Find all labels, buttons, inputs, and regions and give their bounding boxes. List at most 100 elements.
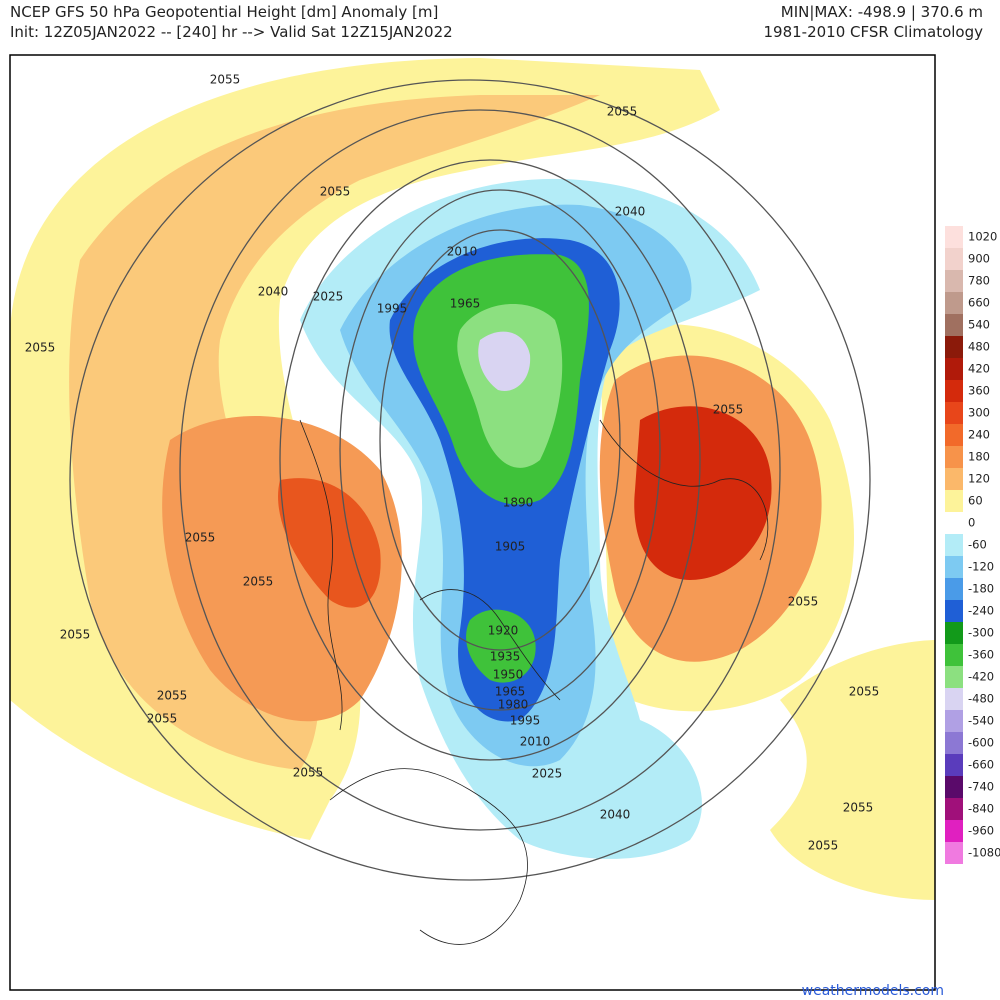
colorbar-swatch: [945, 622, 963, 644]
colorbar-label: 360: [968, 384, 990, 398]
colorbar-swatch: [945, 688, 963, 710]
colorbar-label: 60: [968, 494, 983, 508]
colorbar-label: -840: [968, 802, 994, 816]
colorbar-label: 1020: [968, 230, 997, 244]
footer: weathermodels.com: [802, 983, 944, 999]
height-contours: [69, 79, 871, 881]
contour-label: 2055: [210, 73, 241, 87]
colorbar-label: -600: [968, 736, 994, 750]
contour-label: 2055: [243, 575, 274, 589]
anomaly-red-east: [634, 406, 772, 580]
colorbar-label: -1080: [968, 846, 1000, 860]
contour-label: 1980: [498, 698, 529, 712]
colorbar-label: -960: [968, 824, 994, 838]
contour-label: 2055: [808, 839, 839, 853]
contour-label: 2055: [713, 403, 744, 417]
colorbar-swatch: [945, 710, 963, 732]
colorbar-swatch: [945, 358, 963, 380]
colorbar-label: -540: [968, 714, 994, 728]
colorbar-swatch: [945, 424, 963, 446]
colorbar-label: -300: [968, 626, 994, 640]
climatology: 1981-2010 CFSR Climatology: [764, 23, 984, 41]
contour-label: 2055: [849, 685, 880, 699]
contour-label: 2055: [185, 531, 216, 545]
contour-label: 1995: [377, 302, 408, 316]
colorbar: 1020 900 780 660 540 480 420 360 300 240 180 120 60 0…: [945, 226, 1000, 864]
contour-label: 2055: [320, 185, 351, 199]
colorbar-swatch: [945, 490, 963, 512]
colorbar-label: 240: [968, 428, 990, 442]
colorbar-swatch: [945, 226, 963, 248]
colorbar-label: 120: [968, 472, 990, 486]
colorbar-label: 900: [968, 252, 990, 266]
colorbar-label: 660: [968, 296, 990, 310]
colorbar-swatch: [945, 468, 963, 490]
colorbar-label: 540: [968, 318, 990, 332]
map-area: [9, 54, 936, 991]
colorbar-swatch: [945, 248, 963, 270]
colorbar-label: -420: [968, 670, 994, 684]
colorbar-label: -120: [968, 560, 994, 574]
colorbar-swatch: [945, 666, 963, 688]
coastlines: [299, 419, 769, 945]
colorbar-label: -480: [968, 692, 994, 706]
contour-label: 2055: [60, 628, 91, 642]
colorbar-swatch: [945, 754, 963, 776]
colorbar-label: -360: [968, 648, 994, 662]
colorbar-swatch: [945, 732, 963, 754]
colorbar-swatch: [945, 270, 963, 292]
contour-label: 2040: [258, 285, 289, 299]
colorbar-swatch: [945, 820, 963, 842]
contour-label: 2025: [313, 290, 344, 304]
contour-label: 1890: [503, 496, 534, 510]
colorbar-swatch: [945, 380, 963, 402]
contour-label: 1965: [450, 297, 481, 311]
contour-label: 2055: [607, 105, 638, 119]
colorbar-label: 480: [968, 340, 990, 354]
colorbar-label: 300: [968, 406, 990, 420]
colorbar-swatch: [945, 842, 963, 864]
min-max: MIN|MAX: -498.9 | 370.6 m: [781, 3, 983, 21]
contour-label: 2055: [157, 689, 188, 703]
anomaly-yellow-se: [770, 640, 935, 900]
colorbar-label: 180: [968, 450, 990, 464]
colorbar-swatch: [945, 556, 963, 578]
colorbar-swatch: [945, 798, 963, 820]
colorbar-label: -180: [968, 582, 994, 596]
contour-label: 1905: [495, 540, 526, 554]
contour-label: 2010: [520, 735, 551, 749]
colorbar-swatch: [945, 578, 963, 600]
contour-label: 2055: [788, 595, 819, 609]
contour-label: 2040: [600, 808, 631, 822]
contour-label: 1995: [510, 714, 541, 728]
map-frame: [9, 54, 936, 991]
colorbar-swatch: [945, 644, 963, 666]
colorbar-label: 0: [968, 516, 975, 530]
contour-label: 2055: [25, 341, 56, 355]
contour-label: 2055: [843, 801, 874, 815]
anomaly-red-west: [278, 478, 381, 608]
colorbar-label: -740: [968, 780, 994, 794]
colorbar-swatch: [945, 534, 963, 556]
title: NCEP GFS 50 hPa Geopotential Height [dm]…: [10, 3, 438, 21]
contour-label: 2025: [532, 767, 563, 781]
colorbar-swatch: [945, 292, 963, 314]
colorbar-swatch: [945, 600, 963, 622]
colorbar-label: 780: [968, 274, 990, 288]
subtitle: Init: 12Z05JAN2022 -- [240] hr --> Valid…: [10, 23, 453, 41]
colorbar-label: -240: [968, 604, 994, 618]
contour-label: 1935: [490, 650, 521, 664]
contour-label: 2055: [147, 712, 178, 726]
colorbar-label: -60: [968, 538, 987, 552]
contour-label: 1950: [493, 668, 524, 682]
contour-label: 2040: [615, 205, 646, 219]
contour-label: 1920: [488, 624, 519, 638]
colorbar-swatch: [945, 776, 963, 798]
colorbar-label: -660: [968, 758, 994, 772]
anomaly-green-south: [466, 609, 536, 683]
contour-label: 2010: [447, 245, 478, 259]
contour-label: 1965: [495, 685, 526, 699]
contour-label: 2055: [293, 766, 324, 780]
